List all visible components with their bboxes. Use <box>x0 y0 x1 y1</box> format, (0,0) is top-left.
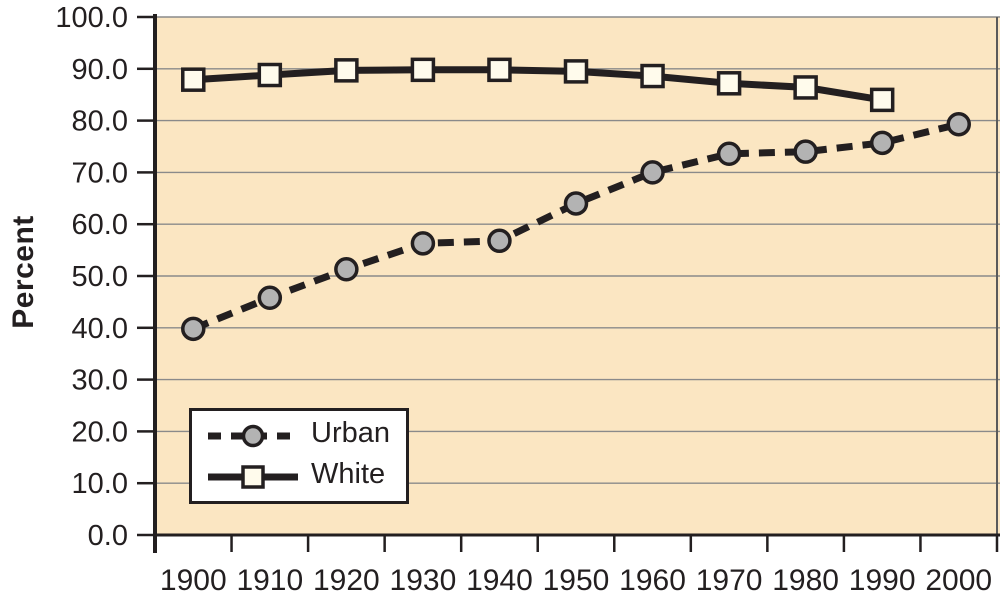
legend-item-urban: Urban <box>205 419 406 452</box>
y-tick-label: 10.0 <box>72 468 128 500</box>
x-tick-label: 1920 <box>313 564 380 597</box>
white-marker <box>487 57 512 83</box>
x-tick-label: 1940 <box>466 564 533 597</box>
white-marker <box>869 87 895 113</box>
urban-marker-icon <box>241 424 265 447</box>
y-axis-title: Percent <box>7 215 40 329</box>
x-tick-label: 1960 <box>619 564 686 597</box>
y-axis-labels: 0.0 10.0 20.0 30.0 40.0 50.0 60.0 70.0 80.0 90.0 1… <box>55 2 128 552</box>
axes <box>137 14 1000 553</box>
urban-marker <box>869 130 895 156</box>
white-marker <box>793 75 818 100</box>
urban-marker <box>563 191 589 216</box>
urban-line <box>191 120 960 333</box>
urban-marker <box>410 231 436 256</box>
urban-marker <box>716 141 742 167</box>
x-tick-label: 1910 <box>236 564 303 597</box>
white-marker <box>334 58 359 83</box>
urban-marker <box>334 257 359 282</box>
x-axis-labels: 1900 1910 1920 1930 1940 1950 1960 1970 1980 1990… <box>160 564 992 597</box>
x-tick-label: 1990 <box>849 564 916 597</box>
legend-item-white: White <box>205 460 406 493</box>
legend: Urban White <box>189 408 409 504</box>
urban-line-sample <box>208 424 298 447</box>
y-tick-label: 0.0 <box>88 520 128 552</box>
urban-marker <box>793 139 818 164</box>
white-marker <box>716 71 742 96</box>
x-tick-label: 1980 <box>772 564 839 597</box>
series-lines <box>181 57 971 342</box>
y-tick-label: 60.0 <box>72 209 128 241</box>
x-tick-label: 1900 <box>160 564 227 597</box>
x-tick-label: 2000 <box>925 564 992 597</box>
y-tick-label: 50.0 <box>72 261 128 293</box>
white-line <box>193 66 883 104</box>
x-tick-label: 1970 <box>696 564 763 597</box>
urban-marker <box>181 316 206 342</box>
white-marker <box>563 59 589 84</box>
x-tick-label: 1950 <box>543 564 610 597</box>
y-tick-label: 100.0 <box>55 2 128 34</box>
y-tick-label: 30.0 <box>72 365 128 397</box>
urban-marker <box>257 285 283 311</box>
white-line-sample <box>208 464 298 489</box>
gridlines <box>155 16 1000 552</box>
white-marker <box>257 62 283 88</box>
legend-label-urban: Urban <box>311 417 390 449</box>
white-marker <box>640 63 665 89</box>
white-marker-icon <box>241 464 265 489</box>
y-tick-label: 80.0 <box>72 106 128 138</box>
urban-marker <box>487 228 512 254</box>
y-tick-label: 90.0 <box>72 54 128 86</box>
white-marker <box>181 67 206 92</box>
urban-marker <box>640 160 665 185</box>
y-tick-label: 40.0 <box>72 313 128 345</box>
y-tick-label: 70.0 <box>72 157 128 189</box>
x-tick-label: 1930 <box>390 564 457 597</box>
urban-marker <box>946 111 971 137</box>
white-marker <box>410 57 436 83</box>
legend-label-white: White <box>311 458 386 490</box>
y-tick-label: 20.0 <box>72 416 128 448</box>
